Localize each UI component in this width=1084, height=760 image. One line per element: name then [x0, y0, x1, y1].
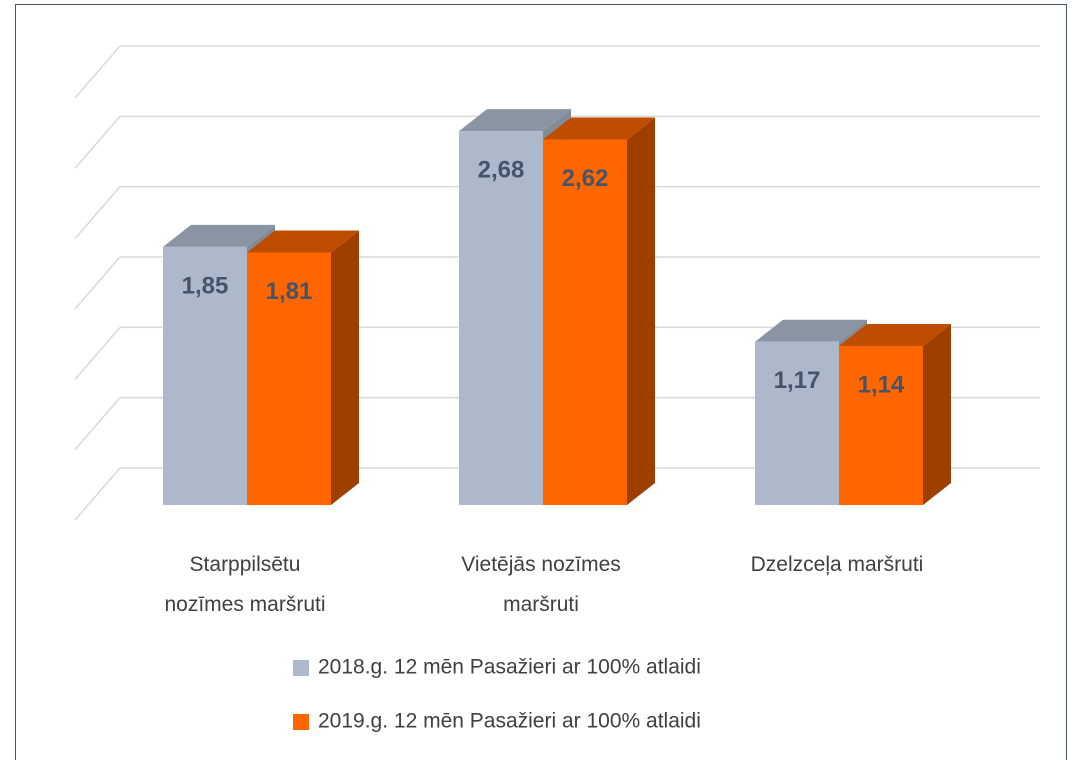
legend-label: 2018.g. 12 mēn Pasažieri ar 100% atlaidi	[318, 656, 701, 679]
legend-swatch	[293, 714, 309, 730]
bar-top	[755, 319, 867, 342]
grid-line-side	[74, 397, 121, 451]
grid-line-side	[74, 326, 121, 380]
value-label: 1,85	[182, 272, 229, 299]
bar	[839, 345, 923, 505]
legend-swatch	[293, 660, 309, 676]
bar	[459, 131, 543, 505]
bar-top	[163, 224, 275, 247]
bar-side	[331, 230, 359, 505]
bar	[543, 139, 627, 505]
grid-line-side	[74, 45, 121, 99]
value-label: 1,14	[858, 371, 905, 398]
value-label: 2,68	[478, 156, 525, 183]
value-label: 1,17	[774, 367, 821, 394]
chart-frame	[15, 4, 1067, 760]
bar-side	[923, 323, 951, 505]
bar	[247, 252, 331, 505]
grid-line-side	[74, 115, 121, 169]
bar-top	[839, 323, 951, 346]
legend-label: 2019.g. 12 mēn Pasažieri ar 100% atlaidi	[318, 710, 701, 733]
x-tick-label: Vietējās nozīmes maršruti	[461, 553, 621, 616]
bar-top	[543, 117, 655, 140]
bar-top	[459, 109, 571, 132]
grid-line-side	[74, 186, 121, 240]
bar	[755, 341, 839, 505]
grid-line-side	[74, 467, 121, 521]
value-label: 1,81	[266, 278, 313, 305]
x-tick-label: Dzelzceļa maršruti	[750, 553, 924, 576]
bar-side	[627, 117, 655, 505]
bar-top	[247, 230, 359, 253]
bar	[163, 246, 247, 506]
x-tick-label: Starppilsētu nozīmes maršruti	[164, 553, 326, 616]
grid-line-side	[74, 256, 121, 310]
value-label: 2,62	[562, 165, 609, 192]
